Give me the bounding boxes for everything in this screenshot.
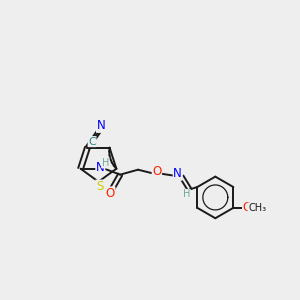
Text: N: N [97,119,105,132]
Text: O: O [152,165,161,178]
Text: S: S [96,180,103,193]
Text: N: N [173,167,182,180]
Text: O: O [106,187,115,200]
Text: C: C [88,136,96,147]
Text: H: H [183,190,190,200]
Text: H: H [102,158,109,168]
Text: CH₃: CH₃ [248,203,266,213]
Text: O: O [243,201,252,214]
Text: N: N [96,161,105,174]
